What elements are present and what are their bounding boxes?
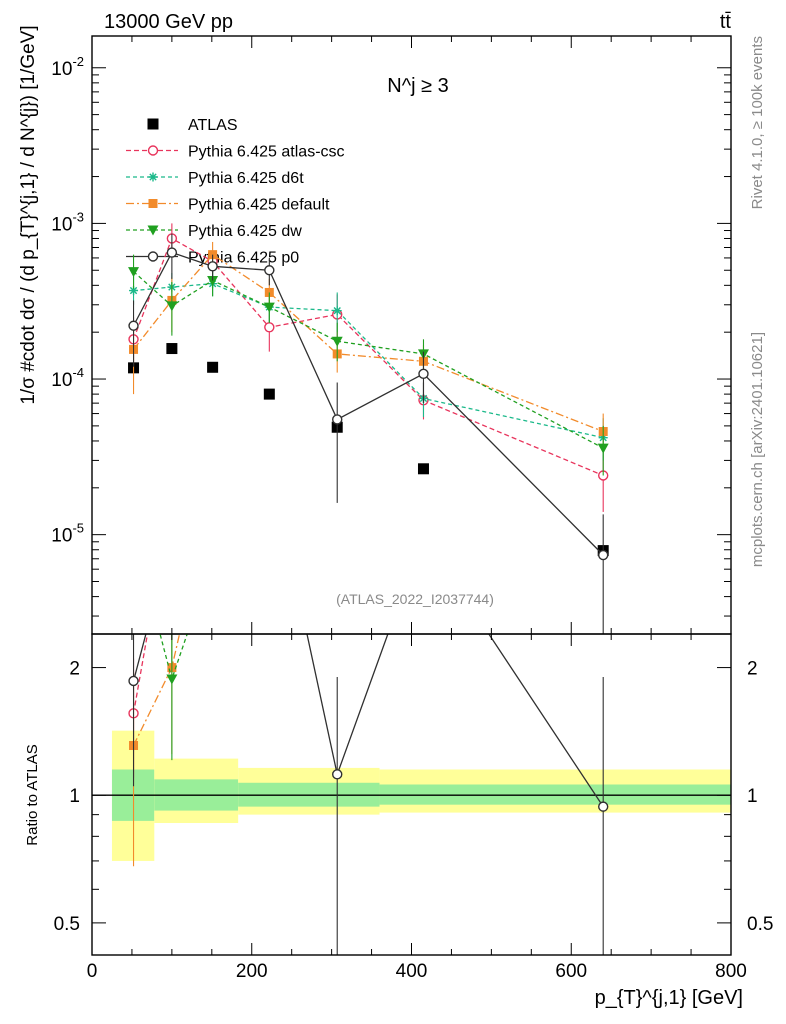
main-point-atlas: [166, 343, 178, 355]
legend-marker-pythia-6-425-dw: [147, 225, 159, 236]
main-point-pythia-6-425-dw: [331, 336, 343, 347]
main-line-pythia-6-425-dw: [133, 271, 604, 449]
main-point-pythia-6-425-dw: [128, 267, 140, 278]
main-point-atlas: [207, 361, 219, 373]
legend-marker-pythia-6-425-atlas-csc: [147, 145, 159, 156]
rivet-label: Rivet 4.1.0, ≥ 100k events: [749, 36, 766, 209]
ratio-line-pythia-6-425-atlas-csc: [132, 634, 149, 714]
x-tick-label: 400: [396, 961, 428, 982]
legend-label-pythia-6-425-default: Pythia 6.425 default: [188, 197, 330, 214]
main-point-pythia-6-425-dw: [207, 275, 219, 286]
ratio-point-pythia-6-425-dw: [166, 674, 178, 685]
ratio-point-pythia-6-425-dw: [128, 529, 139, 539]
x-axis-label: p_{T}^{j,1} [GeV]: [595, 987, 743, 1009]
main-point-pythia-6-425-p0: [418, 368, 429, 380]
main-series-pythia-6-425-p0: [128, 233, 609, 634]
legend-label-pythia-6-425-d6t: Pythia 6.425 d6t: [188, 170, 304, 187]
ratio-y-tick-label-right: 0.5: [747, 914, 773, 935]
ratio-point-pythia-6-425-p0: [265, 455, 274, 464]
main-point-pythia-6-425-p0: [207, 261, 218, 272]
ratio-point-pythia-6-425-p0: [208, 514, 217, 523]
main-point-pythia-6-425-dw: [597, 443, 609, 454]
legend-marker-pythia-6-425-default: [148, 199, 158, 208]
legend-label-atlas: ATLAS: [188, 117, 238, 134]
legend-marker-pythia-6-425-d6t: [148, 172, 158, 182]
ratio-series-pythia-6-425-p0: [128, 455, 609, 955]
x-tick-label: 800: [715, 961, 747, 982]
main-point-pythia-6-425-p0: [598, 549, 609, 561]
main-line-pythia-6-425-d6t: [133, 283, 604, 439]
main-point-pythia-6-425-dw: [263, 302, 275, 313]
main-y-axis-label: 1/σ #cdot dσ / (d p_{T}^{j,1} / d N^{j})…: [18, 25, 39, 404]
ratio-y-axis-label: Ratio to ATLAS: [24, 744, 41, 845]
ratio-point-pythia-6-425-d6t: [208, 565, 217, 574]
process-label: tt̄: [720, 11, 732, 33]
legend-label-pythia-6-425-dw: Pythia 6.425 dw: [188, 223, 302, 240]
legend-marker-atlas: [147, 118, 159, 130]
main-series-atlas: [128, 343, 609, 557]
ratio-series-group: [128, 455, 609, 955]
mcplots-label: mcplots.cern.ch [arXiv:2401.10621]: [749, 332, 766, 567]
ratio-y-tick-label-right: 1: [747, 786, 758, 807]
ratio-panel: 0 200 400 600 800 0.5 0.5 1 1 2 2 Ratio to ATLAS: [24, 455, 773, 982]
ratio-point-pythia-6-425-atlas-csc: [208, 502, 217, 511]
ratio-point-pythia-6-425-dw: [207, 555, 218, 565]
main-point-atlas: [263, 388, 275, 400]
main-axes: 10-5 10-4 10-3 10-2: [51, 35, 732, 635]
main-series-pythia-6-425-d6t: [129, 270, 608, 461]
ratio-point-pythia-6-425-p0: [128, 675, 139, 687]
ratio-y-tick-label-right: 2: [747, 659, 758, 680]
ratio-axes: 0 200 400 600 800 0.5 0.5 1 1 2 2: [54, 633, 773, 982]
main-point-pythia-6-425-p0: [332, 414, 343, 425]
main-point-pythia-6-425-d6t: [332, 306, 342, 316]
ratio-bands: [92, 730, 731, 861]
analysis-label: (ATLAS_2022_I2037744): [336, 591, 494, 607]
main-y-tick-label: 10-3: [51, 209, 84, 235]
x-tick-label: 0: [87, 961, 98, 982]
main-panel: N^j ≥ 3 (ATLAS_2022_I2037744) 1/σ #cdot …: [18, 25, 732, 635]
main-point-pythia-6-425-p0: [166, 247, 178, 258]
main-point-atlas: [417, 463, 429, 475]
ratio-y-tick-label-left: 2: [69, 659, 80, 680]
legend-label-pythia-6-425-atlas-csc: Pythia 6.425 atlas-csc: [188, 144, 345, 161]
ratio-y-tick-label-left: 0.5: [54, 914, 80, 935]
main-y-tick-label: 10-2: [51, 54, 84, 80]
ratio-line-pythia-6-425-d6t: [134, 570, 213, 627]
x-tick-label: 200: [236, 961, 268, 982]
ratio-line-pythia-6-425-p0: [132, 634, 604, 807]
ratio-point-pythia-6-425-atlas-csc: [167, 491, 176, 500]
ratio-series-pythia-6-425-dw: [128, 529, 218, 761]
main-series-pythia-6-425-atlas-csc: [128, 223, 609, 512]
legend-marker-pythia-6-425-p0: [147, 251, 159, 262]
main-line-pythia-6-425-atlas-csc: [132, 237, 604, 477]
legend: ATLAS Pythia 6.425 atlas-csc Pythia 6.425 …: [126, 117, 345, 267]
main-y-tick-label: 10-5: [51, 521, 84, 547]
ratio-line-pythia-6-425-dw: [159, 634, 188, 682]
x-tick-label: 600: [555, 961, 587, 982]
ratio-point-pythia-6-425-default: [208, 484, 217, 493]
ratio-point-pythia-6-425-p0: [167, 531, 176, 540]
main-series-pythia-6-425-default: [129, 241, 608, 452]
main-point-pythia-6-425-dw: [166, 301, 178, 312]
ratio-point-pythia-6-425-p0: [419, 531, 428, 540]
ratio-line-pythia-6-425-default: [132, 634, 181, 746]
main-point-pythia-6-425-p0: [128, 320, 139, 331]
main-series-group: [128, 223, 609, 634]
main-point-pythia-6-425-p0: [264, 265, 275, 276]
main-y-tick-label: 10-4: [51, 365, 84, 391]
main-point-pythia-6-425-atlas-csc: [264, 322, 275, 333]
ratio-point-pythia-6-425-d6t: [129, 582, 138, 591]
energy-label: 13000 GeV pp: [104, 11, 233, 33]
main-series-pythia-6-425-dw: [128, 254, 609, 476]
main-title: N^j ≥ 3: [387, 75, 448, 97]
ratio-y-tick-label-left: 1: [69, 786, 80, 807]
main-point-pythia-6-425-d6t: [129, 286, 139, 296]
ratio-point-pythia-6-425-p0: [598, 801, 609, 812]
ratio-point-pythia-6-425-p0: [332, 769, 343, 780]
